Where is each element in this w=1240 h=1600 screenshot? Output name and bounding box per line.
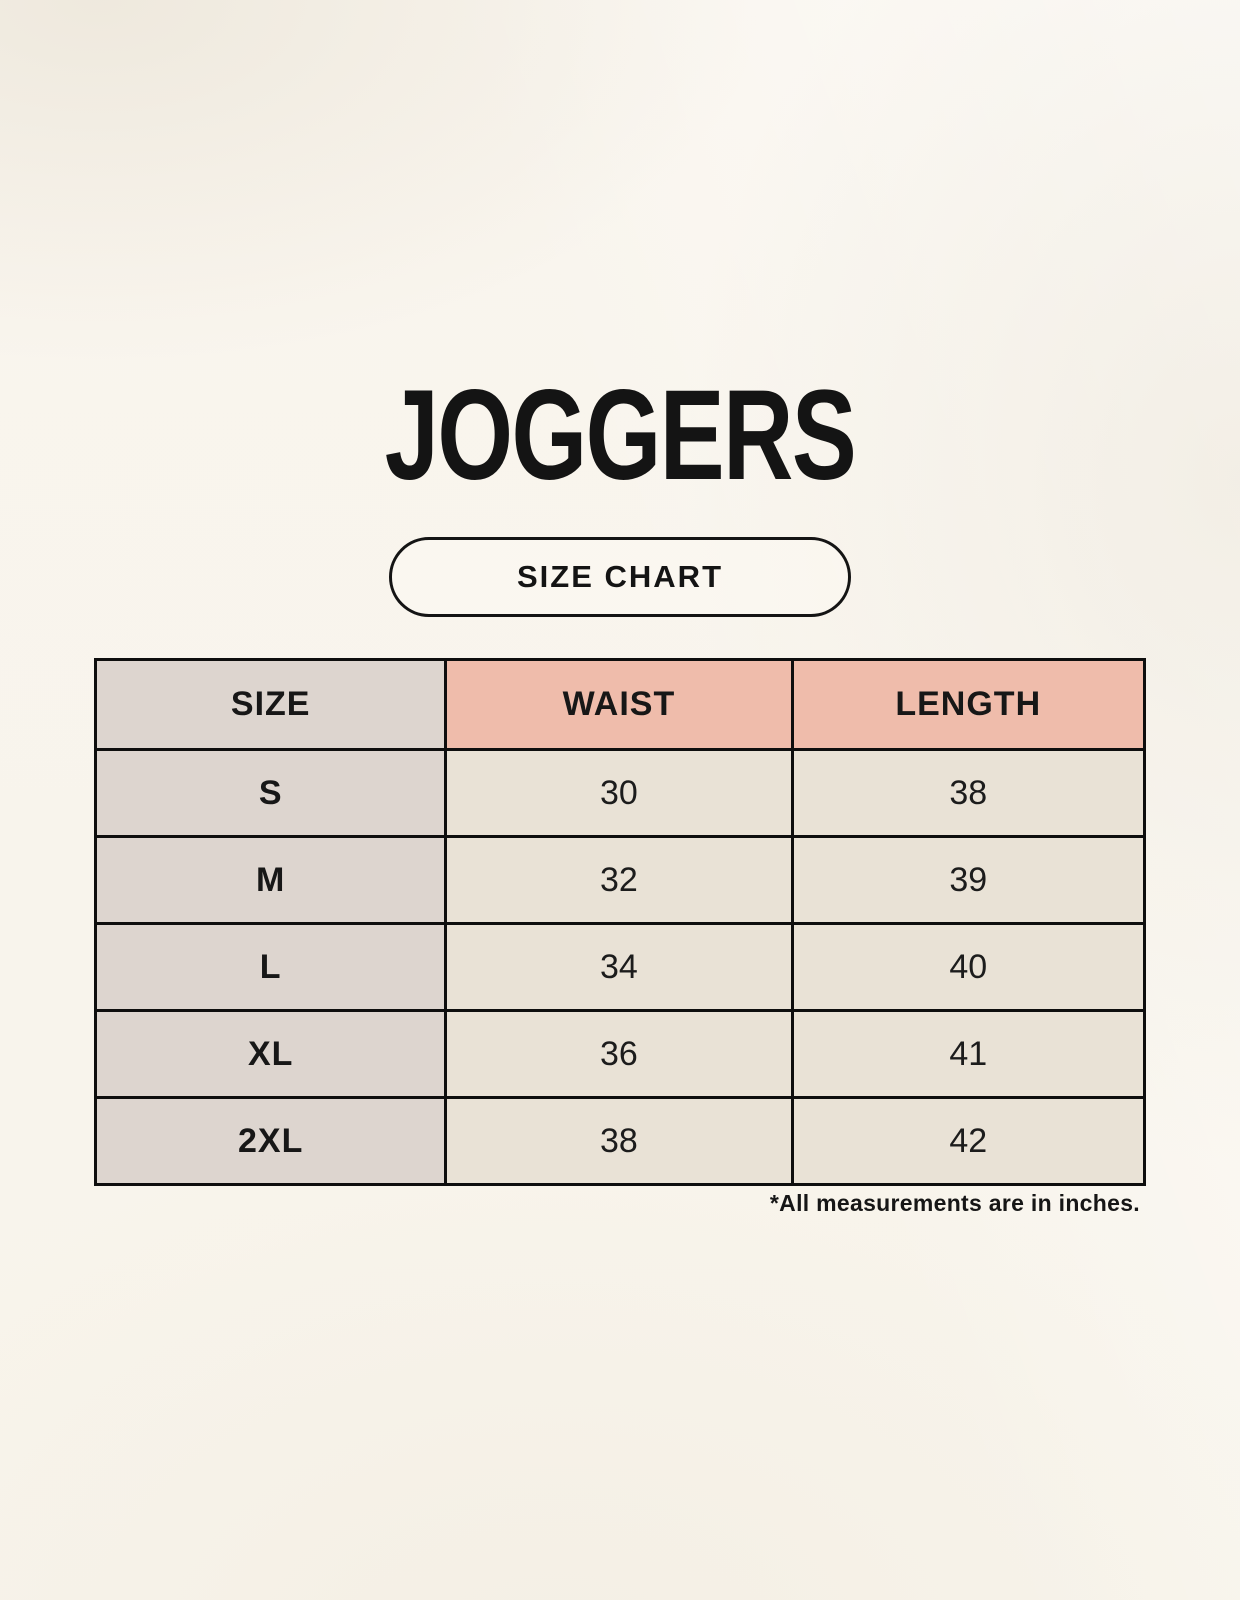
- length-value: 39: [790, 835, 1147, 925]
- size-label: S: [93, 748, 448, 838]
- length-value: 42: [790, 1096, 1147, 1186]
- table-row-2xl: 2XL 38 42: [93, 1096, 1147, 1186]
- table-row-xl: XL 36 41: [93, 1009, 1147, 1099]
- length-value: 38: [790, 748, 1147, 838]
- size-label: 2XL: [93, 1096, 448, 1186]
- waist-value: 34: [444, 922, 794, 1012]
- table-row-m: M 32 39: [93, 835, 1147, 925]
- size-label: L: [93, 922, 448, 1012]
- length-value: 40: [790, 922, 1147, 1012]
- waist-value: 32: [444, 835, 794, 925]
- size-label: M: [93, 835, 448, 925]
- waist-value: 30: [444, 748, 794, 838]
- waist-value: 36: [444, 1009, 794, 1099]
- size-label: XL: [93, 1009, 448, 1099]
- table-header-row: SIZE WAIST LENGTH: [93, 658, 1147, 751]
- size-chart-badge: SIZE CHART: [389, 537, 851, 617]
- column-header-length: LENGTH: [790, 658, 1147, 751]
- table-row-s: S 30 38: [93, 748, 1147, 838]
- size-chart-table: SIZE WAIST LENGTH S 30 38 M 32 39 L 34 4…: [93, 658, 1147, 1186]
- column-header-size: SIZE: [93, 658, 448, 751]
- table-row-l: L 34 40: [93, 922, 1147, 1012]
- column-header-waist: WAIST: [444, 658, 794, 751]
- length-value: 41: [790, 1009, 1147, 1099]
- measurements-footnote: *All measurements are in inches.: [769, 1190, 1140, 1216]
- waist-value: 38: [444, 1096, 794, 1186]
- size-chart-badge-label: SIZE CHART: [517, 559, 723, 594]
- page-title: JOGGERS: [384, 364, 857, 507]
